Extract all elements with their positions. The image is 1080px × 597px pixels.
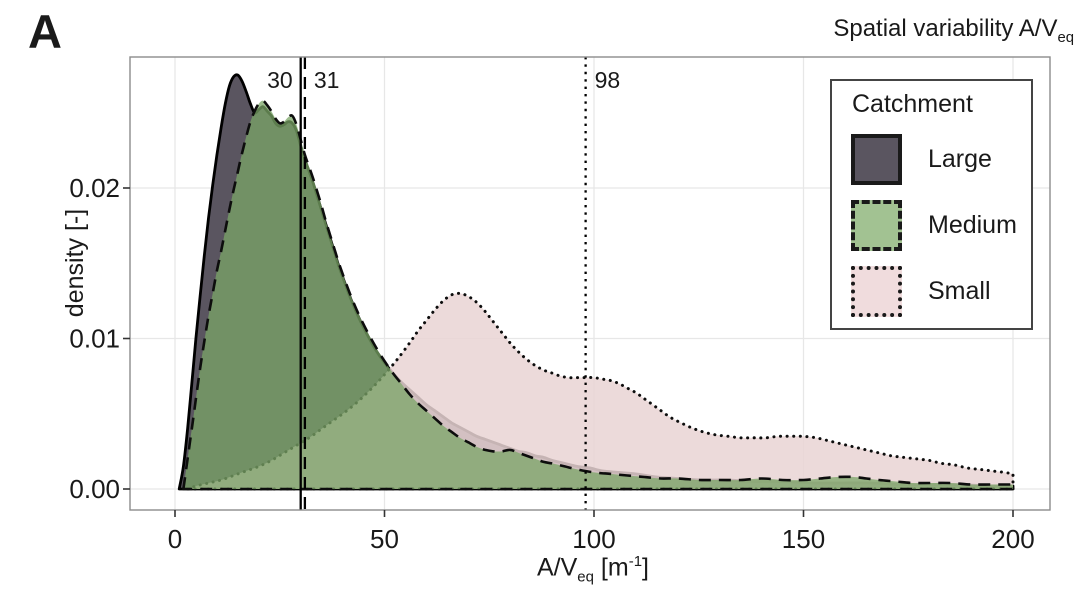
legend-swatch-large [851, 134, 902, 185]
legend-label-large: Large [928, 145, 992, 173]
figure-title: Spatial variability A/Veq [833, 17, 1074, 46]
legend-swatch-medium [851, 200, 902, 251]
y-axis-label: density [-] [61, 208, 89, 318]
legend: Catchment Large Medium Small [830, 79, 1033, 330]
legend-label-medium: Medium [928, 211, 1017, 239]
panel-border [129, 56, 1051, 511]
legend-row-small: Small [851, 266, 1031, 317]
x-tick-label: 200 [991, 524, 1034, 554]
y-tick-label: 0.00 [69, 474, 120, 504]
density-area-medium [182, 99, 1015, 491]
x-axis-label-main: A/V [537, 553, 578, 582]
x-axis-label-superscript: -1 [628, 553, 643, 570]
legend-items: Large Medium Small [832, 134, 1031, 317]
y-tick-label: 0.02 [69, 173, 120, 203]
legend-row-medium: Medium [851, 200, 1031, 251]
x-axis-label-subscript: eq [577, 568, 594, 586]
x-axis-label-unit-open: [m [593, 553, 629, 582]
legend-swatch-small [851, 266, 902, 317]
panel-label: A [28, 5, 62, 58]
vline-label-31: 31 [314, 67, 340, 93]
legend-row-large: Large [851, 134, 1031, 185]
legend-title: Catchment [852, 90, 973, 118]
x-axis-label: A/Veq [m-1] [353, 553, 833, 586]
x-tick-label: 50 [370, 524, 399, 554]
vline-label-30: 30 [267, 67, 293, 93]
x-tick-label: 100 [572, 524, 615, 554]
figure-title-main: Spatial variability A/V [833, 15, 1058, 42]
vline-label-98: 98 [595, 67, 621, 93]
y-tick-label: 0.01 [69, 324, 120, 354]
x-axis-label-unit-close: ] [642, 553, 649, 582]
x-tick-label: 0 [168, 524, 182, 554]
figure-title-subscript: eq [1057, 29, 1074, 46]
legend-label-small: Small [928, 277, 991, 305]
x-tick-label: 150 [782, 524, 825, 554]
